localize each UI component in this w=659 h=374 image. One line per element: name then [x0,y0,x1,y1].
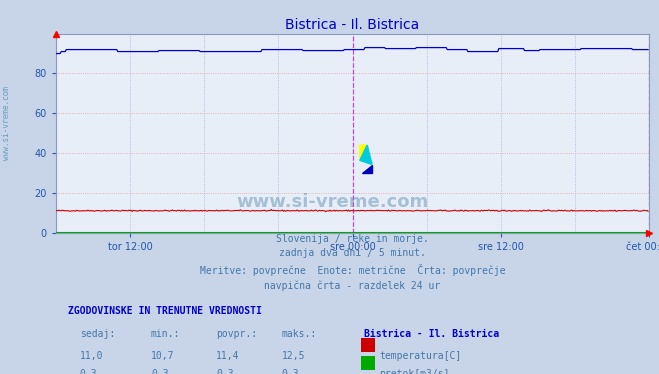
Text: sedaj:: sedaj: [80,329,115,339]
Bar [361,356,374,370]
Text: 11,4: 11,4 [216,351,240,361]
Text: 0,3: 0,3 [80,369,98,374]
Text: 0,3: 0,3 [281,369,299,374]
Text: www.si-vreme.com: www.si-vreme.com [2,86,11,160]
Text: www.si-vreme.com: www.si-vreme.com [236,193,428,211]
Text: 0,3: 0,3 [216,369,234,374]
Text: 12,5: 12,5 [281,351,305,361]
Polygon shape [362,165,372,173]
Text: maks.:: maks.: [281,329,316,339]
Text: 11,0: 11,0 [80,351,103,361]
Polygon shape [360,145,372,165]
Polygon shape [360,145,366,160]
Text: Slovenija / reke in morje.
zadnja dva dni / 5 minut.
Meritve: povprečne  Enote: : Slovenija / reke in morje. zadnja dva dn… [200,234,505,291]
Text: temperatura[C]: temperatura[C] [380,351,461,361]
Text: Bistrica - Il. Bistrica: Bistrica - Il. Bistrica [364,329,500,339]
Bar [361,338,374,352]
Title: Bistrica - Il. Bistrica: Bistrica - Il. Bistrica [285,18,420,33]
Text: pretok[m3/s]: pretok[m3/s] [380,369,449,374]
Text: 10,7: 10,7 [151,351,175,361]
Text: min.:: min.: [151,329,181,339]
Text: povpr.:: povpr.: [216,329,257,339]
Text: 0,3: 0,3 [151,369,169,374]
Text: ZGODOVINSKE IN TRENUTNE VREDNOSTI: ZGODOVINSKE IN TRENUTNE VREDNOSTI [68,306,262,316]
